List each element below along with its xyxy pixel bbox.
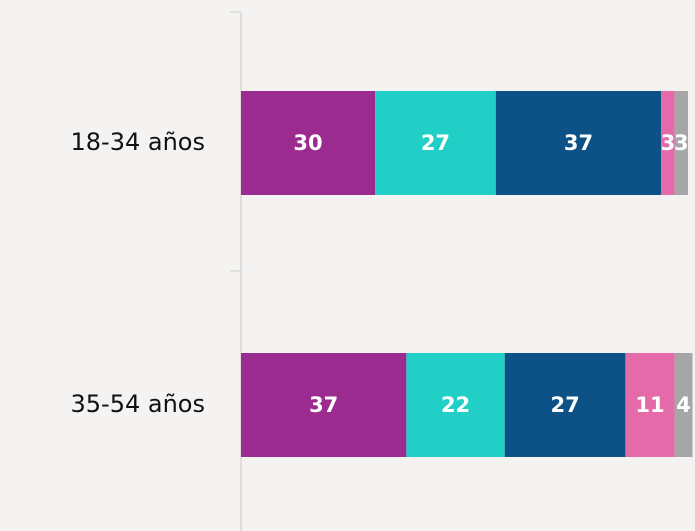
value-label: 30 [293, 131, 322, 155]
value-label: 27 [421, 131, 450, 155]
value-label: 22 [441, 393, 470, 417]
bar-segment [406, 353, 505, 457]
bar-segment [674, 91, 688, 195]
value-label: 3 [674, 131, 689, 155]
y-tick-label: 18-34 años [71, 128, 205, 156]
bar-segment [241, 91, 376, 195]
value-label: 3 [661, 131, 676, 155]
value-label: 11 [635, 393, 664, 417]
bar-segment [375, 91, 496, 195]
bar-segment [661, 91, 675, 195]
bar-segment [241, 353, 407, 457]
value-label: 27 [550, 393, 579, 417]
bar-segment [504, 353, 626, 457]
bar-segment [495, 91, 662, 195]
y-tick-label: 35-54 años [71, 390, 205, 418]
value-label: 4 [676, 393, 691, 417]
value-label: 37 [309, 393, 338, 417]
bar-segment [625, 353, 675, 457]
bar-segment [674, 353, 693, 457]
value-label: 37 [564, 131, 593, 155]
